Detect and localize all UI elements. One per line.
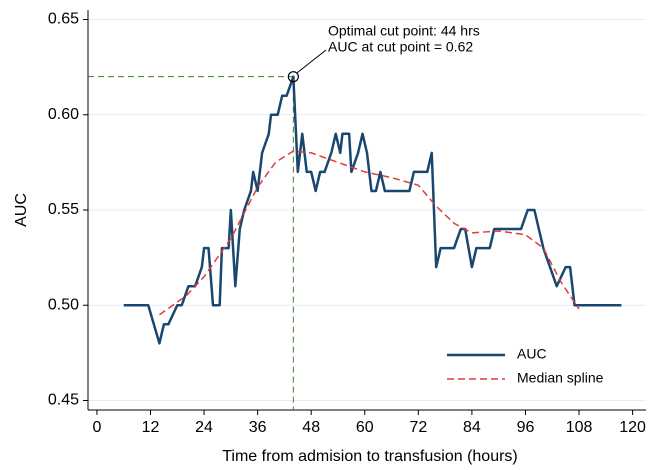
y-tick-label: 0.60 xyxy=(48,106,79,123)
series-line xyxy=(158,150,580,316)
y-tick-label: 0.55 xyxy=(48,201,79,218)
x-tick-label: 60 xyxy=(356,419,374,436)
x-tick-label: 84 xyxy=(463,419,481,436)
series-line xyxy=(123,75,622,345)
x-axis-label: Time from admision to transfusion (hours… xyxy=(222,448,518,465)
x-tick-label: 12 xyxy=(142,419,160,436)
x-tick-label: 96 xyxy=(517,419,535,436)
y-tick-label: 0.50 xyxy=(48,296,79,313)
cut-point-marker xyxy=(287,71,299,83)
x-tick-label: 0 xyxy=(92,419,101,436)
x-tick-label: 108 xyxy=(566,419,593,436)
x-tick-label: 36 xyxy=(249,419,267,436)
y-tick-label: 0.45 xyxy=(48,392,79,409)
annotation-leader xyxy=(297,49,327,74)
annotation: AUC at cut point = 0.62 xyxy=(328,39,473,55)
x-tick-label: 24 xyxy=(195,419,213,436)
annotation: Optimal cut point: 44 hrs xyxy=(328,23,480,39)
y-axis-label: AUC xyxy=(13,193,30,227)
x-tick-label: 72 xyxy=(409,419,427,436)
legend-label: AUC xyxy=(517,346,547,362)
legend-label: Median spline xyxy=(517,370,604,386)
x-tick-label: 48 xyxy=(302,419,320,436)
y-tick-label: 0.65 xyxy=(48,11,79,28)
x-tick-label: 120 xyxy=(619,419,646,436)
